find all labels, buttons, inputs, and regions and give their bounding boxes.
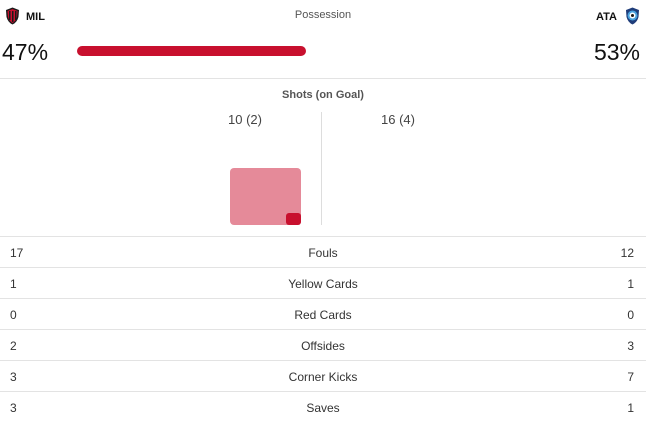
home-stat-value: 3 bbox=[10, 401, 17, 415]
home-stat-value: 0 bbox=[10, 308, 17, 322]
home-team-abbr: MIL bbox=[26, 11, 45, 23]
stat-label: Corner Kicks bbox=[288, 370, 358, 384]
possession-home-fill bbox=[77, 46, 306, 56]
shots-title: Shots (on Goal) bbox=[282, 89, 364, 101]
home-stat-value: 3 bbox=[10, 370, 17, 384]
home-possession-percent: 47% bbox=[2, 39, 49, 65]
away-stat-value: 1 bbox=[627, 277, 634, 291]
home-stat-value: 2 bbox=[10, 339, 17, 353]
divider bbox=[0, 78, 646, 79]
stat-row-saves: 3 Saves 1 bbox=[0, 391, 646, 422]
ac-milan-crest-icon bbox=[6, 7, 19, 25]
shots-divider bbox=[321, 112, 322, 225]
stat-label: Saves bbox=[306, 401, 340, 415]
stat-label: Red Cards bbox=[294, 308, 352, 322]
home-stat-value: 1 bbox=[10, 277, 17, 291]
away-stat-value: 3 bbox=[627, 339, 634, 353]
stat-row-yellow-cards: 1 Yellow Cards 1 bbox=[0, 267, 646, 298]
stat-row-offsides: 2 Offsides 3 bbox=[0, 329, 646, 360]
away-stat-value: 7 bbox=[627, 370, 634, 384]
possession-title: Possession bbox=[294, 9, 352, 21]
stat-label: Yellow Cards bbox=[288, 277, 358, 291]
away-stat-value: 1 bbox=[627, 401, 634, 415]
stats-table: 17 Fouls 12 1 Yellow Cards 1 0 Red Cards… bbox=[0, 236, 646, 422]
away-shots-value: 16 (4) bbox=[381, 112, 415, 127]
stat-label: Offsides bbox=[301, 339, 345, 353]
stat-row-corner-kicks: 3 Corner Kicks 7 bbox=[0, 360, 646, 391]
possession-bar bbox=[77, 46, 565, 56]
home-stat-value: 17 bbox=[10, 246, 24, 260]
away-team-abbr: ATA bbox=[596, 11, 617, 23]
away-stat-value: 12 bbox=[620, 246, 634, 260]
stat-label: Fouls bbox=[308, 246, 338, 260]
home-shots-value: 10 (2) bbox=[228, 112, 262, 127]
atalanta-crest-icon bbox=[626, 7, 639, 25]
away-possession-percent: 53% bbox=[593, 39, 640, 65]
stat-row-red-cards: 0 Red Cards 0 bbox=[0, 298, 646, 329]
stat-row-fouls: 17 Fouls 12 bbox=[0, 236, 646, 267]
away-stat-value: 0 bbox=[627, 308, 634, 322]
home-shots-on-goal-box bbox=[286, 213, 301, 225]
